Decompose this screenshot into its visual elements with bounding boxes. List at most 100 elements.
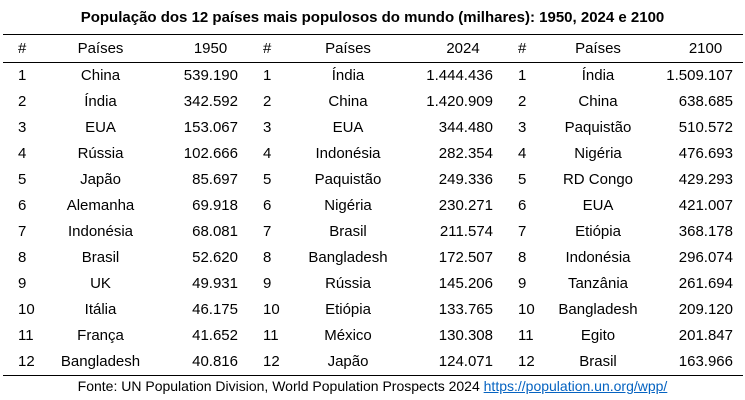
table-row: 7 Indonésia 68.081 7 Brasil 211.574 7 Etiópia 36… (3, 219, 743, 245)
table-row: 6 Alemanha 69.918 6 Nigéria 230.271 6 EUA 421.00… (3, 193, 743, 219)
population-2024-cell: 124.071 (438, 353, 493, 370)
rank-2100-cell: 3 (518, 119, 527, 136)
header-rank-2100: # (518, 40, 527, 57)
population-1950-cell: 46.175 (192, 301, 238, 318)
population-2024-cell: 133.765 (438, 301, 493, 318)
country-1950-cell: Itália (84, 301, 117, 318)
population-1950-cell: 153.067 (183, 119, 238, 136)
country-2024-cell: México (324, 327, 372, 344)
country-2024-cell: China (328, 93, 368, 110)
country-1950-cell: Bangladesh (60, 353, 141, 370)
population-2100-cell: 476.693 (678, 145, 733, 162)
rank-2024-cell: 1 (263, 67, 272, 84)
country-2024-cell: Brasil (329, 223, 367, 240)
rank-1950-cell: 3 (18, 119, 27, 136)
country-1950-cell: China (80, 67, 121, 84)
country-2024-cell: Indonésia (315, 145, 381, 162)
population-1950-cell: 41.652 (192, 327, 238, 344)
population-2024-cell: 211.574 (439, 223, 493, 240)
rank-2024-cell: 7 (263, 223, 272, 240)
country-2100-cell: Brasil (579, 353, 617, 370)
rank-1950-cell: 1 (18, 67, 27, 84)
rank-2024-cell: 3 (263, 119, 272, 136)
population-2024-cell: 230.271 (438, 197, 493, 214)
population-2100-cell: 421.007 (678, 197, 733, 214)
country-1950-cell: França (77, 327, 124, 344)
population-2100-cell: 368.178 (678, 223, 733, 240)
table-body: 1 China 539.190 1 Índia 1.444.436 1 Índia 1.509.… (3, 63, 743, 376)
population-1950-cell: 40.816 (192, 353, 238, 370)
country-2100-cell: EUA (582, 197, 614, 214)
population-2100-cell: 201.847 (678, 327, 733, 344)
population-2100-cell: 429.293 (678, 171, 733, 188)
header-rank-2024: # (263, 40, 272, 57)
country-1950-cell: Índia (84, 93, 117, 110)
rank-2100-cell: 4 (518, 145, 527, 162)
table-row: 11 França 41.652 11 México 130.308 11 Egito 201.… (3, 323, 743, 349)
population-1950-cell: 69.918 (192, 197, 238, 214)
rank-2024-cell: 4 (263, 145, 272, 162)
header-year-2100: 2100 (688, 40, 723, 57)
country-2100-cell: China (578, 93, 618, 110)
rank-2100-cell: 5 (518, 171, 527, 188)
country-1950-cell: Rússia (77, 145, 124, 162)
population-1950-cell: 52.620 (192, 249, 238, 266)
population-2100-cell: 261.694 (678, 275, 733, 292)
rank-1950-cell: 6 (18, 197, 27, 214)
rank-2024-cell: 9 (263, 275, 272, 292)
header-year-1950: 1950 (193, 40, 228, 57)
country-1950-cell: UK (90, 275, 111, 292)
rank-1950-cell: 8 (18, 249, 27, 266)
country-2100-cell: Indonésia (565, 249, 631, 266)
rank-1950-cell: 12 (18, 353, 35, 370)
country-1950-cell: Indonésia (67, 223, 134, 240)
country-2024-cell: EUA (332, 119, 364, 136)
country-2024-cell: Nigéria (324, 197, 372, 214)
rank-1950-cell: 11 (18, 327, 34, 344)
rank-2100-cell: 6 (518, 197, 527, 214)
rank-2100-cell: 9 (518, 275, 527, 292)
population-2024-cell: 145.206 (438, 275, 493, 292)
population-1950-cell: 539.190 (183, 67, 238, 84)
population-2024-cell: 130.308 (438, 327, 493, 344)
country-1950-cell: EUA (85, 119, 116, 136)
country-2100-cell: Paquistão (564, 119, 632, 136)
table-row: 3 EUA 153.067 3 EUA 344.480 3 Paquistão 510.572 (3, 115, 743, 141)
population-2100-cell: 638.685 (678, 93, 733, 110)
country-2100-cell: Etiópia (575, 223, 621, 240)
rank-1950-cell: 7 (18, 223, 27, 240)
country-1950-cell: Japão (80, 171, 121, 188)
country-2100-cell: Egito (580, 327, 616, 344)
rank-2100-cell: 1 (518, 67, 527, 84)
country-2100-cell: Tanzânia (567, 275, 629, 292)
rank-2100-cell: 7 (518, 223, 527, 240)
population-2024-cell: 1.420.909 (426, 93, 493, 110)
rank-2024-cell: 8 (263, 249, 272, 266)
country-1950-cell: Alemanha (66, 197, 135, 214)
population-2024-cell: 344.480 (438, 119, 493, 136)
country-2100-cell: Nigéria (574, 145, 622, 162)
country-2100-cell: Bangladesh (558, 301, 638, 318)
population-2100-cell: 296.074 (678, 249, 733, 266)
table-row: 9 UK 49.931 9 Rússia 145.206 9 Tanzânia 261.694 (3, 271, 743, 297)
rank-2024-cell: 2 (263, 93, 272, 110)
country-2024-cell: Índia (331, 67, 365, 84)
country-1950-cell: Brasil (81, 249, 120, 266)
rank-2024-cell: 5 (263, 171, 272, 188)
source-link[interactable]: https://population.un.org/wpp/ (483, 378, 668, 394)
population-2100-cell: 209.120 (678, 301, 733, 318)
population-1950-cell: 342.592 (183, 93, 238, 110)
population-2100-cell: 163.966 (678, 353, 733, 370)
country-2100-cell: Índia (581, 67, 615, 84)
population-2024-cell: 282.354 (438, 145, 493, 162)
population-table: # Países 1950 # Países 2024 # Países 210… (3, 34, 743, 376)
country-2024-cell: Bangladesh (308, 249, 388, 266)
population-1950-cell: 102.666 (183, 145, 238, 162)
rank-2024-cell: 12 (263, 353, 280, 370)
rank-2024-cell: 6 (263, 197, 272, 214)
header-countries-1950: Países (77, 40, 124, 57)
rank-1950-cell: 9 (18, 275, 27, 292)
header-row: # Países 1950 # Países 2024 # Países 210… (3, 34, 743, 63)
country-2024-cell: Paquistão (314, 171, 382, 188)
